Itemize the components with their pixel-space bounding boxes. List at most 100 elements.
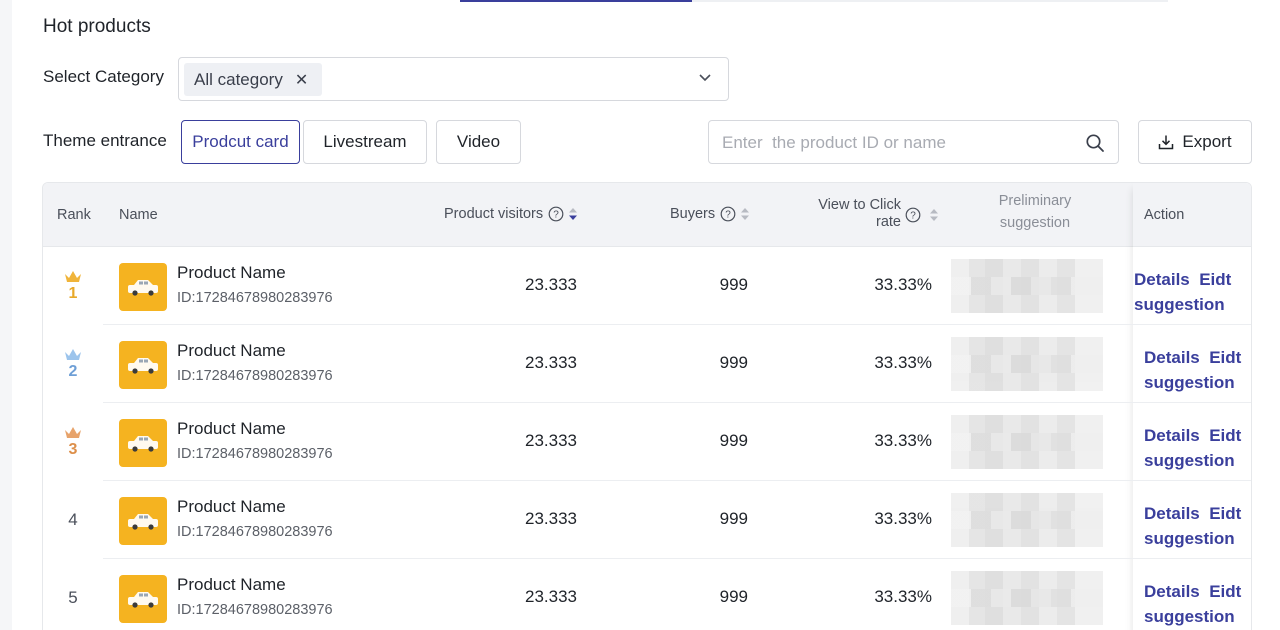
- suggestion-link[interactable]: suggestion: [1144, 529, 1235, 548]
- section-title: Hot products: [43, 16, 151, 37]
- product-thumbnail[interactable]: [119, 497, 167, 545]
- search-input[interactable]: [722, 131, 1072, 155]
- suggestion-link[interactable]: suggestion: [1144, 373, 1235, 392]
- chevron-down-icon[interactable]: [698, 70, 712, 84]
- row-actions: Details Eidt suggestion: [1144, 501, 1244, 551]
- buyers-cell: 999: [719, 587, 748, 606]
- ctr-cell: 33.33%: [874, 275, 932, 294]
- col-visitors[interactable]: Product visitors ?: [444, 206, 578, 222]
- rank-number: 2: [68, 363, 78, 380]
- sort-icon[interactable]: [741, 208, 750, 220]
- details-link[interactable]: Details: [1144, 426, 1200, 445]
- action-header-bg: [1133, 183, 1251, 247]
- theme-video-button[interactable]: Video: [436, 120, 521, 164]
- svg-text:?: ?: [910, 211, 916, 222]
- table-row: 1 Product Name ID:17284678980283976 23.333 9…: [43, 247, 1251, 325]
- col-buyers-label: Buyers: [670, 206, 716, 222]
- edit-link[interactable]: Eidt: [1199, 270, 1232, 289]
- sort-icon[interactable]: [569, 208, 578, 220]
- visitors-cell: 23.333: [525, 587, 577, 606]
- suggestion-link[interactable]: suggestion: [1144, 451, 1235, 470]
- product-id: ID:17284678980283976: [177, 446, 333, 462]
- product-id: ID:17284678980283976: [177, 524, 333, 540]
- product-name: Product Name: [177, 575, 286, 594]
- table-row: 3 Product Name ID:17284678980283976 23.333 9…: [43, 403, 1251, 481]
- sort-icon[interactable]: [930, 209, 938, 221]
- details-link[interactable]: Details: [1144, 348, 1200, 367]
- ctr-cell: 33.33%: [874, 431, 932, 450]
- row-actions: Details Eidt suggestion: [1144, 423, 1244, 473]
- visitors-cell: 23.333: [525, 275, 577, 294]
- product-id: ID:17284678980283976: [177, 368, 333, 384]
- svg-text:?: ?: [725, 210, 731, 221]
- row-divider: [103, 402, 1251, 403]
- category-tag-label: All category: [194, 69, 283, 89]
- remove-tag-icon[interactable]: ✕: [294, 71, 309, 89]
- col-suggestion-line1: Preliminary: [998, 193, 1072, 209]
- visitors-cell: 23.333: [525, 353, 577, 372]
- ctr-cell: 33.33%: [874, 509, 932, 528]
- edit-link[interactable]: Eidt: [1209, 504, 1242, 523]
- rank-cell: 1: [43, 247, 103, 325]
- product-thumbnail[interactable]: [119, 341, 167, 389]
- buyers-cell: 999: [719, 431, 748, 450]
- rank-number: 5: [68, 588, 78, 607]
- col-action: Action: [1144, 207, 1185, 223]
- rank-cell: 4: [43, 481, 103, 559]
- blurred-suggestion: [951, 415, 1103, 469]
- product-name: Product Name: [177, 263, 286, 282]
- product-name: Product Name: [177, 419, 286, 438]
- table-row: 4 Product Name ID:17284678980283976 23.333 9…: [43, 481, 1251, 559]
- edit-link[interactable]: Eidt: [1209, 348, 1242, 367]
- help-icon[interactable]: ?: [905, 207, 921, 223]
- product-search[interactable]: [708, 120, 1119, 164]
- crown-icon: [65, 349, 81, 360]
- product-thumbnail[interactable]: [119, 263, 167, 311]
- product-id: ID:17284678980283976: [177, 290, 333, 306]
- export-label: Export: [1182, 132, 1232, 151]
- col-suggestion-line2: suggestion: [999, 215, 1071, 231]
- row-divider: [103, 558, 1251, 559]
- col-suggestion: Preliminary suggestion: [973, 190, 1097, 234]
- theme-livestream-button[interactable]: Livestream: [303, 120, 427, 164]
- details-link[interactable]: Details: [1144, 582, 1200, 601]
- col-ctr[interactable]: View to Click rate: [805, 197, 901, 231]
- rank-number: 3: [68, 441, 78, 458]
- product-thumbnail[interactable]: [119, 575, 167, 623]
- suggestion-link[interactable]: suggestion: [1134, 295, 1225, 314]
- table-row: 5 Product Name ID:17284678980283976 23.333 9…: [43, 559, 1251, 630]
- product-thumbnail[interactable]: [119, 419, 167, 467]
- col-ctr-line2: rate: [876, 214, 901, 230]
- category-select[interactable]: All category ✕: [178, 57, 729, 101]
- category-label: Select Category: [43, 67, 164, 86]
- theme-product-card-button[interactable]: Prodcut card: [181, 120, 300, 164]
- row-actions: Details Eidt suggestion: [1134, 267, 1234, 317]
- svg-text:?: ?: [553, 210, 559, 221]
- details-link[interactable]: Details: [1134, 270, 1190, 289]
- hot-products-table: Rank Name Product visitors ? Buyers ? Vi…: [42, 182, 1252, 630]
- rank-cell: 2: [43, 325, 103, 403]
- row-divider: [103, 324, 1251, 325]
- suggestion-link[interactable]: suggestion: [1144, 607, 1235, 626]
- buyers-cell: 999: [719, 353, 748, 372]
- blurred-suggestion: [951, 493, 1103, 547]
- buyers-cell: 999: [719, 509, 748, 528]
- edit-link[interactable]: Eidt: [1209, 426, 1242, 445]
- rank-number: 1: [68, 285, 78, 302]
- export-button[interactable]: Export: [1138, 120, 1252, 164]
- download-icon: [1159, 135, 1174, 150]
- help-icon[interactable]: ?: [720, 206, 736, 222]
- theme-label: Theme entrance: [43, 131, 167, 150]
- help-icon[interactable]: ?: [548, 206, 564, 222]
- crown-icon: [65, 271, 81, 282]
- col-buyers[interactable]: Buyers ?: [670, 206, 750, 222]
- buyers-cell: 999: [719, 275, 748, 294]
- details-link[interactable]: Details: [1144, 504, 1200, 523]
- search-icon[interactable]: [1085, 133, 1105, 153]
- edit-link[interactable]: Eidt: [1209, 582, 1242, 601]
- row-actions: Details Eidt suggestion: [1144, 345, 1244, 395]
- product-id: ID:17284678980283976: [177, 602, 333, 618]
- col-visitors-label: Product visitors: [444, 206, 544, 222]
- product-name: Product Name: [177, 341, 286, 360]
- action-column: Action: [1133, 183, 1251, 630]
